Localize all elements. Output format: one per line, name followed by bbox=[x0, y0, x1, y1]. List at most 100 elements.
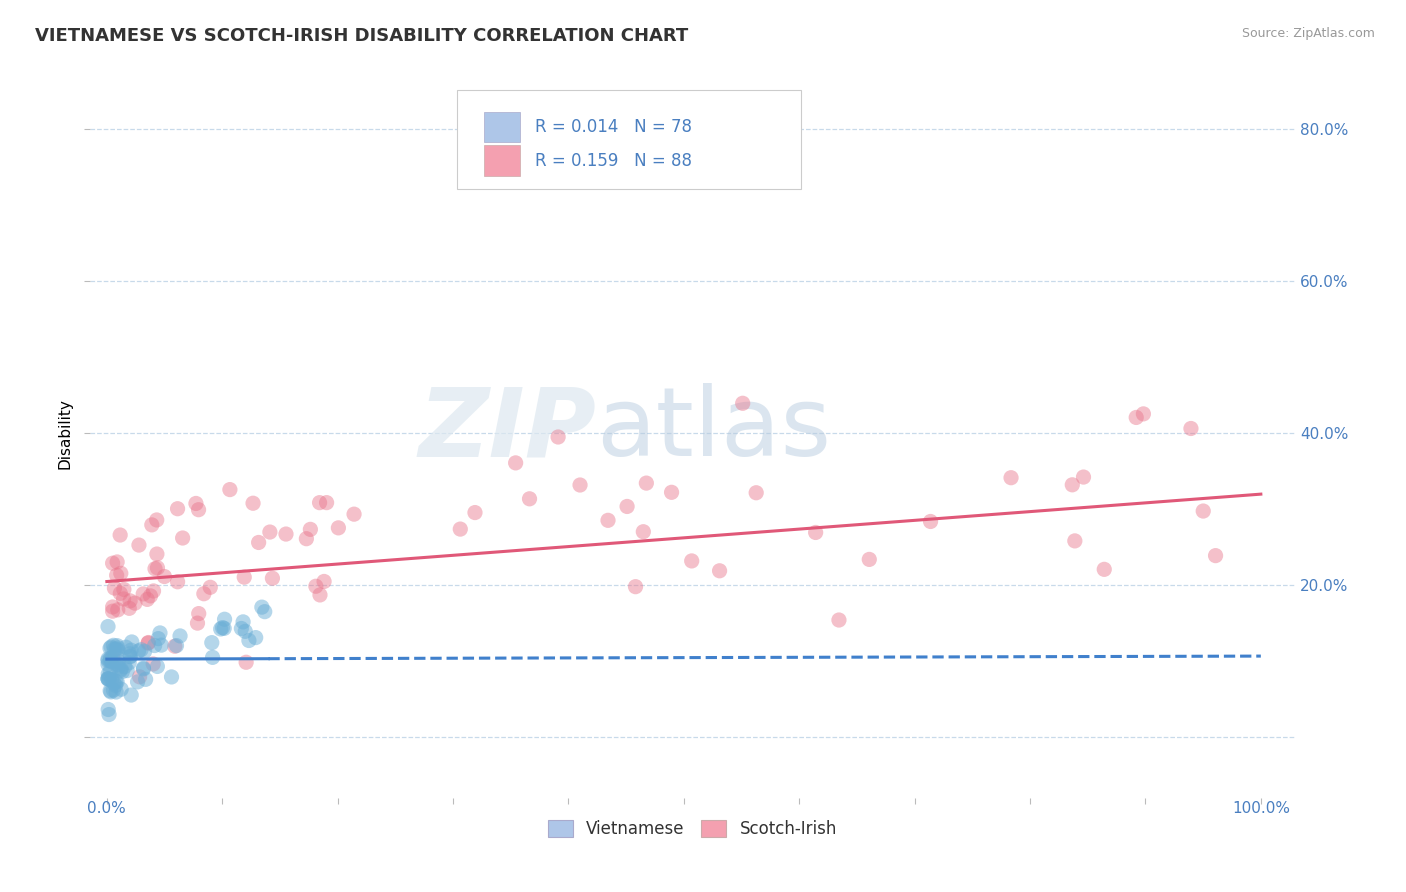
Point bbox=[134, 644, 156, 658]
Point bbox=[212, 621, 235, 635]
Point bbox=[661, 485, 683, 500]
Point bbox=[305, 579, 328, 593]
Point bbox=[187, 502, 209, 516]
Point bbox=[118, 647, 141, 661]
Text: R = 0.014   N = 78: R = 0.014 N = 78 bbox=[534, 118, 692, 136]
Point bbox=[1192, 504, 1215, 518]
Point bbox=[120, 649, 142, 664]
Point bbox=[98, 654, 121, 668]
Point bbox=[136, 592, 159, 607]
Point bbox=[136, 636, 159, 650]
Point bbox=[308, 496, 330, 510]
Point bbox=[101, 650, 124, 665]
Point bbox=[163, 639, 186, 653]
Point bbox=[681, 554, 703, 568]
Point bbox=[105, 568, 128, 582]
Point bbox=[107, 655, 129, 669]
Point bbox=[146, 561, 169, 575]
Point bbox=[139, 589, 162, 603]
Point bbox=[616, 500, 638, 514]
Point bbox=[105, 674, 128, 689]
Point bbox=[105, 555, 128, 569]
FancyBboxPatch shape bbox=[484, 112, 520, 143]
Point bbox=[1073, 470, 1095, 484]
Point bbox=[101, 556, 124, 570]
Point bbox=[166, 501, 188, 516]
Point bbox=[107, 657, 129, 672]
Point bbox=[110, 682, 132, 697]
Point bbox=[128, 644, 150, 658]
Point bbox=[309, 588, 332, 602]
Point bbox=[138, 635, 160, 649]
Point bbox=[299, 522, 322, 536]
Point bbox=[132, 587, 155, 601]
Point bbox=[505, 456, 527, 470]
Point bbox=[120, 688, 142, 702]
Point bbox=[110, 662, 132, 676]
Point bbox=[858, 552, 880, 566]
Point bbox=[709, 564, 731, 578]
Point bbox=[100, 640, 122, 654]
Point bbox=[315, 495, 337, 509]
FancyBboxPatch shape bbox=[457, 90, 801, 189]
Point bbox=[132, 662, 155, 676]
Point bbox=[105, 685, 128, 699]
Point bbox=[150, 638, 173, 652]
Point bbox=[193, 587, 215, 601]
Point bbox=[142, 657, 165, 671]
Point bbox=[920, 515, 942, 529]
Point bbox=[624, 580, 647, 594]
Point bbox=[128, 670, 150, 684]
Point bbox=[172, 531, 194, 545]
Point bbox=[98, 641, 121, 656]
Point bbox=[103, 642, 125, 657]
Point bbox=[145, 513, 167, 527]
Point bbox=[235, 655, 257, 669]
Point bbox=[596, 513, 619, 527]
Y-axis label: Disability: Disability bbox=[58, 398, 72, 469]
Point bbox=[149, 626, 172, 640]
Point bbox=[112, 591, 135, 606]
Point bbox=[569, 478, 592, 492]
Point bbox=[449, 522, 471, 536]
Point bbox=[464, 506, 486, 520]
Point bbox=[211, 621, 233, 635]
Point bbox=[98, 707, 121, 722]
Point bbox=[118, 656, 141, 670]
Point bbox=[110, 566, 132, 581]
Point bbox=[274, 527, 297, 541]
Point bbox=[127, 674, 149, 689]
Point bbox=[547, 430, 569, 444]
Point bbox=[104, 648, 127, 663]
Point bbox=[100, 685, 122, 699]
Point bbox=[1205, 549, 1227, 563]
Point bbox=[143, 562, 166, 576]
Point bbox=[120, 649, 142, 664]
Point bbox=[103, 676, 125, 690]
Point bbox=[314, 574, 336, 589]
Point bbox=[731, 396, 754, 410]
Point bbox=[219, 483, 242, 497]
Point bbox=[232, 615, 254, 629]
Point bbox=[114, 659, 136, 673]
Point bbox=[98, 683, 121, 698]
Text: R = 0.159   N = 88: R = 0.159 N = 88 bbox=[534, 152, 692, 169]
Point bbox=[105, 639, 128, 653]
Point bbox=[201, 635, 224, 649]
Point bbox=[120, 594, 142, 608]
Point bbox=[519, 491, 541, 506]
Point bbox=[101, 604, 124, 618]
Point bbox=[253, 605, 276, 619]
Point bbox=[153, 569, 176, 583]
Point bbox=[115, 640, 138, 655]
Point bbox=[111, 665, 134, 679]
Point bbox=[245, 631, 267, 645]
Point bbox=[200, 580, 222, 594]
Point bbox=[100, 651, 122, 665]
Point bbox=[247, 535, 270, 549]
Point bbox=[148, 632, 170, 646]
Point bbox=[110, 586, 132, 600]
Legend: Vietnamese, Scotch-Irish: Vietnamese, Scotch-Irish bbox=[541, 813, 844, 845]
Point bbox=[100, 673, 122, 687]
Point bbox=[103, 683, 125, 698]
